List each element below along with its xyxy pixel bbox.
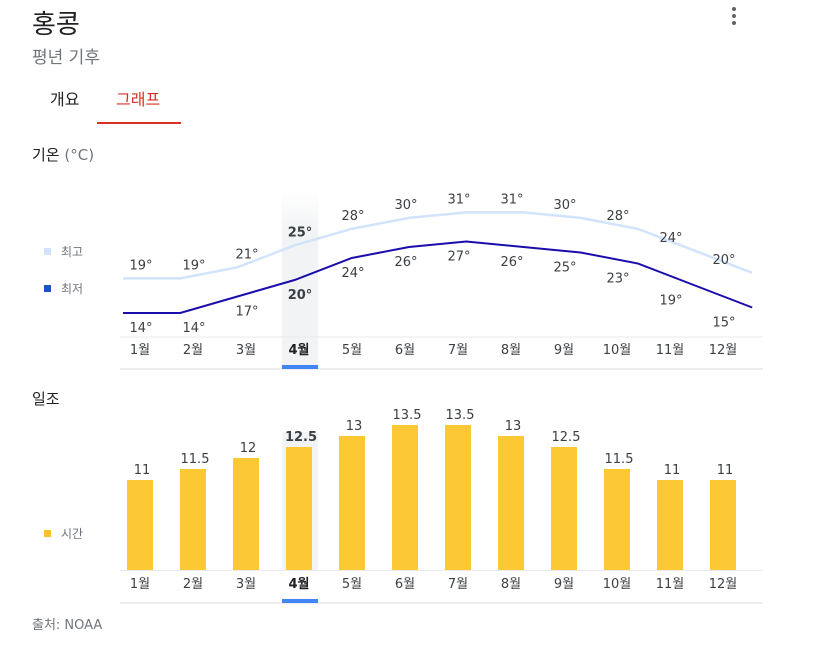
low-temperature-label: 23° (606, 272, 629, 287)
sunshine-month-label[interactable]: 1월 (130, 577, 150, 592)
source-note: 출처: NOAA (32, 618, 103, 633)
more-vert-icon[interactable] (724, 6, 744, 28)
sunshine-month-label[interactable]: 7월 (448, 577, 468, 592)
legend-low-label: 최저 (61, 282, 84, 296)
temperature-month-label[interactable]: 2월 (183, 343, 203, 358)
high-temperature-label: 28° (341, 209, 364, 224)
low-temperature-label: 14° (129, 321, 152, 336)
temperature-month-label[interactable]: 5월 (342, 343, 362, 358)
tab-selected-underline (97, 122, 181, 124)
high-temperature-label: 21° (235, 247, 258, 262)
sunshine-month-label[interactable]: 5월 (342, 577, 362, 592)
sunshine-bar (233, 458, 259, 570)
sunshine-bar (127, 480, 153, 570)
temperature-month-label[interactable]: 4월 (288, 342, 309, 358)
sunshine-bar (392, 425, 418, 570)
temperature-month-label[interactable]: 7월 (448, 343, 468, 358)
high-temperature-label: 28° (606, 209, 629, 224)
sunshine-bar (339, 436, 365, 570)
sunshine-month-label[interactable]: 8월 (501, 577, 521, 592)
legend-high-label: 최고 (61, 245, 84, 259)
sunshine-month-label[interactable]: 6월 (395, 577, 415, 592)
high-temperature-label: 19° (129, 258, 152, 273)
sunshine-value-label: 13.5 (446, 408, 475, 423)
tab-graph[interactable]: 그래프 (116, 90, 161, 109)
high-temperature-label: 31° (500, 192, 523, 207)
temperature-title: 기온 (32, 146, 60, 164)
sunshine-value-label: 12.5 (552, 430, 581, 445)
sunshine-value-label: 13 (505, 419, 522, 434)
sunshine-month-label[interactable]: 2월 (183, 577, 203, 592)
low-temperature-label: 20° (288, 288, 313, 303)
sunshine-title: 일조 (32, 390, 60, 408)
high-temperature-line (123, 211, 753, 280)
sunshine-bar (286, 447, 312, 570)
sunshine-value-label: 12 (240, 441, 257, 456)
sunshine-month-label[interactable]: 12월 (709, 577, 738, 592)
low-temperature-label: 19° (659, 294, 682, 309)
sunshine-value-label: 11 (134, 463, 151, 478)
high-temperature-label: 20° (712, 253, 735, 268)
temperature-unit: (°C) (64, 146, 95, 164)
sunshine-bar (657, 480, 683, 570)
temperature-month-label[interactable]: 1월 (130, 343, 150, 358)
temperature-month-label[interactable]: 12월 (709, 343, 738, 358)
legend-hours: 시간 (44, 525, 83, 542)
temperature-month-label[interactable]: 10월 (603, 343, 632, 358)
low-temperature-label: 15° (712, 316, 735, 331)
page-title: 홍콩 (32, 10, 80, 40)
high-temperature-label: 31° (447, 192, 470, 207)
legend-hours-swatch (44, 530, 51, 537)
sunshine-value-label: 13.5 (393, 408, 422, 423)
tab-overview[interactable]: 개요 (50, 90, 80, 109)
legend-high: 최고 (44, 243, 83, 260)
sunshine-month-label[interactable]: 11월 (656, 577, 685, 592)
high-temperature-label: 30° (394, 198, 417, 213)
legend-high-swatch (44, 248, 51, 255)
sunshine-bar (180, 469, 206, 570)
sunshine-selected-marker (282, 599, 318, 603)
sunshine-value-label: 11.5 (605, 452, 634, 467)
temperature-month-label[interactable]: 3월 (236, 343, 256, 358)
temperature-month-label[interactable]: 8월 (501, 343, 521, 358)
sunshine-value-label: 12.5 (285, 430, 317, 445)
low-temperature-label: 17° (235, 305, 258, 320)
sunshine-month-label[interactable]: 4월 (288, 576, 309, 592)
low-temperature-label: 25° (553, 261, 576, 276)
low-temperature-label: 24° (341, 266, 364, 281)
sunshine-value-label: 11.5 (181, 452, 210, 467)
high-temperature-label: 24° (659, 231, 682, 246)
temperature-section-title: 기온 (°C) (32, 144, 94, 165)
temperature-month-label[interactable]: 11월 (656, 343, 685, 358)
low-temperature-label: 26° (394, 255, 417, 270)
high-temperature-label: 19° (182, 258, 205, 273)
low-temperature-label: 27° (447, 250, 470, 265)
temperature-month-label[interactable]: 9월 (554, 343, 574, 358)
sunshine-bar (498, 436, 524, 570)
page-subtitle: 평년 기후 (32, 48, 100, 68)
sunshine-section-title: 일조 (32, 388, 60, 409)
legend-low-swatch (44, 285, 51, 292)
low-temperature-label: 14° (182, 321, 205, 336)
legend-low: 최저 (44, 280, 83, 297)
low-temperature-line (123, 240, 753, 314)
sunshine-bar (604, 469, 630, 570)
sunshine-month-label[interactable]: 10월 (603, 577, 632, 592)
temperature-month-label[interactable]: 6월 (395, 343, 415, 358)
sunshine-bar (551, 447, 577, 570)
sunshine-bar (445, 425, 471, 570)
sunshine-bar (710, 480, 736, 570)
legend-hours-label: 시간 (61, 527, 84, 541)
high-temperature-label: 25° (288, 225, 313, 240)
sunshine-value-label: 11 (664, 463, 681, 478)
sunshine-value-label: 13 (346, 419, 363, 434)
temperature-selected-marker (282, 365, 318, 369)
sunshine-value-label: 11 (717, 463, 734, 478)
high-temperature-label: 30° (553, 198, 576, 213)
sunshine-month-label[interactable]: 3월 (236, 577, 256, 592)
sunshine-month-label[interactable]: 9월 (554, 577, 574, 592)
low-temperature-label: 26° (500, 255, 523, 270)
